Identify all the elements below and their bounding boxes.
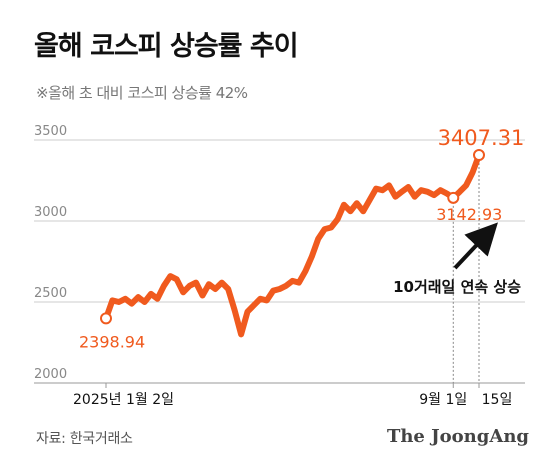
data-label: 3142.93 — [436, 205, 502, 224]
y-axis: 2000 2500 3000 3500 — [34, 124, 67, 382]
y-tick-label: 3000 — [34, 205, 67, 220]
data-point — [100, 312, 112, 325]
y-tick-label: 3500 — [34, 124, 67, 139]
y-tick-label: 2500 — [34, 286, 67, 301]
data-point — [447, 191, 460, 204]
brand-logo: The JoongAng — [386, 426, 529, 447]
data-point — [473, 149, 485, 162]
points-layer — [100, 149, 485, 325]
arrow-icon — [453, 222, 498, 270]
chart-subtitle: ※올해 초 대비 코스피 상승률 42% — [36, 84, 248, 102]
data-label: 2398.94 — [79, 332, 145, 351]
data-label: 3407.31 — [438, 126, 525, 150]
x-tick-label: 15일 — [482, 392, 513, 408]
guide-lines — [452, 155, 480, 383]
annotation-group: 10거래일 연속 상승 — [393, 222, 521, 296]
series-layer — [103, 152, 482, 338]
annotation-text: 10거래일 연속 상승 — [393, 278, 521, 296]
x-axis: 2025년 1월 2일 9월 1일 15일 — [73, 383, 512, 408]
y-tick-label: 2000 — [34, 367, 67, 382]
series-line — [103, 152, 482, 338]
chart-title: 올해 코스피 상승률 추이 — [34, 31, 299, 62]
source-label: 자료: 한국거래소 — [36, 431, 133, 447]
point-labels: 2398.94 3142.93 3407.31 — [79, 126, 524, 351]
x-tick-label: 2025년 1월 2일 — [73, 392, 174, 408]
x-tick-label: 9월 1일 — [419, 392, 467, 408]
